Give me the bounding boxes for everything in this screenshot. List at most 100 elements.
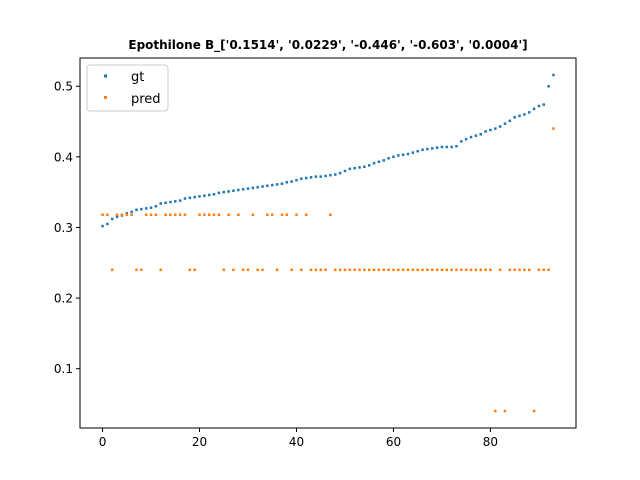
point-pred: [227, 213, 230, 217]
point-gt: [241, 188, 245, 191]
point-pred: [406, 268, 410, 272]
point-gt: [290, 180, 293, 183]
point-pred: [518, 268, 521, 272]
axis-ticks: 0 20 40 60 80 0.1 0.2 0.3 0.4 0.5: [54, 80, 498, 449]
y-tick-label: 0.1: [54, 362, 73, 376]
point-pred: [372, 268, 376, 272]
legend-marker-gt: [104, 74, 107, 78]
point-pred: [237, 213, 240, 217]
point-gt: [222, 190, 226, 194]
x-tick-label: 80: [483, 435, 498, 449]
point-gt: [203, 194, 206, 197]
point-pred: [469, 268, 473, 272]
legend-box: [86, 64, 169, 112]
point-pred: [178, 213, 182, 217]
point-gt: [498, 125, 502, 128]
y-tick-label: 0.3: [54, 221, 73, 235]
point-gt: [382, 159, 386, 162]
point-pred: [290, 268, 293, 272]
point-pred: [377, 268, 381, 272]
point-pred: [358, 268, 361, 272]
point-gt: [270, 183, 274, 187]
point-pred: [348, 268, 352, 272]
point-gt: [411, 151, 415, 154]
point-pred: [222, 268, 226, 272]
x-tick-label: 60: [386, 435, 401, 449]
point-gt: [198, 195, 201, 198]
point-gt: [232, 189, 235, 192]
point-pred: [164, 213, 167, 217]
point-gt: [334, 173, 337, 176]
point-pred: [203, 213, 206, 217]
point-gt: [295, 178, 298, 182]
point-pred: [445, 268, 449, 272]
point-gt: [324, 174, 327, 178]
point-gt: [503, 122, 507, 125]
point-pred: [513, 268, 516, 272]
point-pred: [120, 213, 124, 217]
point-gt: [542, 103, 546, 106]
point-gt: [188, 196, 192, 200]
point-gt: [479, 133, 482, 136]
point-gt: [237, 188, 240, 192]
point-gt: [125, 212, 129, 215]
point-pred: [537, 268, 541, 272]
point-pred: [455, 268, 458, 272]
point-pred: [135, 268, 138, 272]
point-pred: [494, 409, 497, 413]
point-gt: [300, 177, 303, 180]
point-pred: [508, 268, 512, 272]
point-gt: [246, 187, 250, 190]
point-gt: [164, 201, 167, 204]
point-pred: [479, 268, 482, 272]
point-pred: [130, 213, 133, 217]
point-pred: [309, 268, 313, 272]
point-pred: [217, 213, 221, 217]
series-pred: [101, 127, 555, 413]
point-gt: [256, 185, 259, 189]
point-gt: [207, 193, 211, 197]
point-pred: [474, 268, 478, 272]
point-pred: [319, 268, 322, 272]
point-gt: [280, 182, 284, 185]
point-pred: [241, 268, 245, 272]
point-pred: [285, 213, 289, 217]
point-pred: [275, 268, 279, 272]
point-gt: [343, 169, 347, 173]
point-pred: [411, 268, 415, 272]
point-pred: [232, 268, 235, 272]
point-pred: [426, 268, 429, 272]
point-pred: [261, 268, 264, 272]
point-pred: [334, 268, 337, 272]
point-pred: [193, 268, 196, 272]
point-pred: [101, 213, 104, 217]
legend-marker-pred: [104, 96, 107, 99]
point-gt: [101, 224, 104, 228]
point-pred: [144, 213, 148, 217]
point-gt: [523, 113, 526, 116]
point-pred: [430, 268, 434, 272]
point-gt: [406, 152, 410, 156]
point-pred: [329, 213, 332, 217]
point-gt: [154, 205, 158, 208]
point-gt: [178, 199, 182, 202]
point-gt: [372, 161, 376, 165]
point-gt: [537, 104, 541, 108]
point-gt: [319, 175, 322, 178]
point-pred: [300, 268, 303, 272]
point-pred: [484, 268, 487, 272]
x-tick-label: 40: [289, 435, 304, 449]
point-gt: [275, 183, 279, 186]
point-gt: [460, 140, 463, 143]
point-pred: [154, 213, 158, 217]
point-gt: [426, 147, 429, 151]
point-pred: [198, 213, 201, 217]
point-gt: [532, 107, 536, 111]
point-pred: [338, 268, 342, 272]
point-pred: [115, 213, 119, 217]
point-gt: [469, 135, 473, 139]
point-gt: [392, 155, 395, 159]
x-tick-label: 20: [192, 435, 207, 449]
point-gt: [227, 190, 230, 193]
point-pred: [416, 268, 419, 272]
